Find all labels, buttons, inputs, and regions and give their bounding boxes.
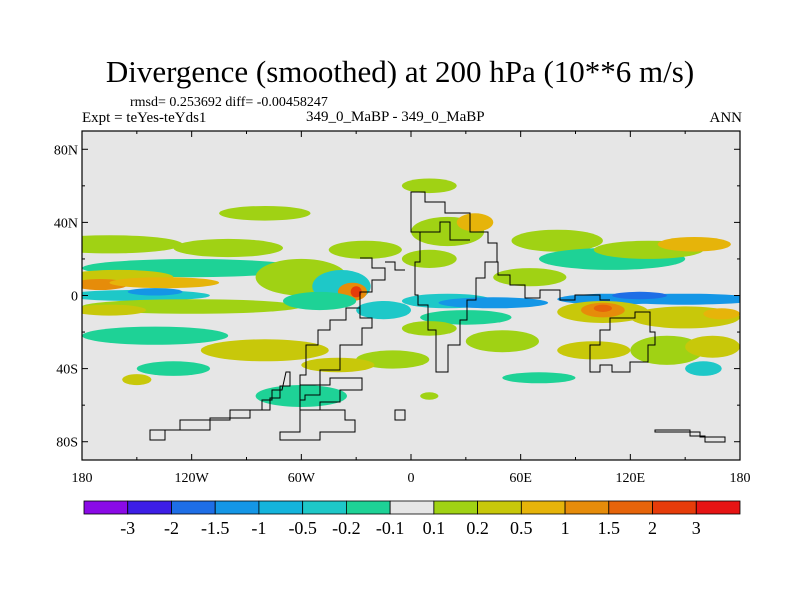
contour-blob-38 (657, 237, 731, 252)
colorbar-label-0: -3 (120, 518, 135, 538)
contour-blob-18 (283, 291, 357, 311)
y-tick-label-1: 40N (54, 216, 78, 231)
colorbar-swatch-5 (302, 500, 347, 515)
colorbar: -3 -2 -1.5 -1 -0.5 -0.2 -0.1 0.1 0.2 0.5 1 1.5 2 3 (83, 500, 741, 538)
x-tick-label-3: 0 (408, 471, 415, 486)
colorbar-label-6: -0.1 (376, 518, 405, 538)
contour-blob-0 (82, 235, 183, 254)
contour-blob-17 (328, 240, 402, 259)
colorbar-swatch-2 (171, 500, 216, 515)
contour-blob-23 (122, 374, 152, 386)
colorbar-label-4: -0.5 (288, 518, 317, 538)
contour-blob-21 (301, 357, 375, 373)
coastlines (149, 191, 726, 443)
expt-label: Expt = teYes-teYds1 (82, 110, 207, 126)
contour-blob-41 (612, 291, 667, 300)
contour-blob-46 (703, 308, 740, 320)
colorbar-label-2: -1.5 (201, 518, 230, 538)
colorbar-swatch-4 (258, 500, 304, 515)
colorbar-swatch-8 (433, 500, 478, 515)
x-tick-label-0: 180 (72, 471, 93, 486)
colorbar-swatch-6 (345, 500, 391, 515)
colorbar-label-3: -1 (251, 518, 266, 538)
contour-blob-19 (356, 301, 411, 320)
coastline-antarctica-4 (394, 409, 406, 421)
chart-title: Divergence (smoothed) at 200 hPa (10**6 … (105, 54, 695, 89)
contour-blob-1 (173, 238, 283, 258)
contour-blob-22 (136, 361, 210, 376)
contour-blob-24 (255, 385, 347, 407)
contour-blob-6 (109, 277, 220, 289)
contour-blob-44 (593, 304, 613, 312)
contour-blob-32 (465, 330, 539, 353)
coastline-south-america (299, 307, 373, 401)
contour-blob-20 (356, 350, 430, 369)
colorbar-swatch-11 (564, 500, 610, 515)
field-contours (82, 178, 740, 407)
colorbar-swatch-14 (695, 500, 741, 515)
contour-blob-16 (350, 286, 362, 298)
season-label: ANN (709, 110, 743, 126)
contour-blob-30 (438, 297, 549, 309)
stats-label: rmsd= 0.253692 diff= -0.00458247 (130, 95, 328, 110)
contour-blob-2 (219, 206, 311, 221)
colorbar-label-5: -0.2 (332, 518, 361, 538)
x-tick-label-1: 120W (175, 471, 210, 486)
contour-blob-12 (200, 339, 329, 362)
colorbar-swatch-12 (608, 500, 653, 515)
colorbar-swatch-9 (477, 500, 522, 515)
contour-blob-28 (401, 249, 457, 268)
colorbar-label-12: 2 (648, 518, 657, 538)
colorbar-swatch-1 (127, 500, 172, 515)
case-label: 349_0_MaBP - 349_0_MaBP (306, 109, 485, 125)
contour-blob-48 (685, 335, 740, 358)
colorbar-label-1: -2 (164, 518, 179, 538)
contour-blob-11 (82, 326, 229, 345)
y-tick-label-0: 80N (54, 143, 78, 158)
colorbar-label-9: 0.5 (510, 518, 533, 538)
contour-blob-52 (420, 392, 439, 400)
x-tick-label-6: 180 (730, 471, 751, 486)
colorbar-label-8: 0.2 (466, 518, 489, 538)
x-tick-label-4: 60E (509, 471, 532, 486)
coastline-antarctica (149, 371, 291, 441)
y-tick-label-4: 80S (56, 436, 78, 451)
x-tick-label-5: 120E (616, 471, 646, 486)
contour-blob-34 (511, 229, 603, 252)
coastline-asia (488, 261, 610, 301)
coastline-antarctica-5 (654, 429, 726, 443)
contour-blob-47 (630, 335, 704, 365)
y-tick-label-2: 0 (71, 290, 78, 305)
colorbar-swatch-0 (83, 500, 129, 515)
contour-blob-8 (127, 288, 183, 296)
colorbar-swatch-10 (520, 500, 566, 515)
colorbar-label-10: 1 (561, 518, 570, 538)
colorbar-label-13: 3 (692, 518, 701, 538)
contour-blob-33 (401, 321, 457, 336)
coastline-africa (410, 191, 498, 373)
coastline-europe (420, 221, 470, 241)
colorbar-swatch-7 (389, 500, 435, 515)
contour-blob-25 (401, 178, 457, 194)
colorbar-swatch-3 (214, 500, 260, 515)
colorbar-swatch-13 (652, 500, 697, 515)
y-tick-label-3: 40S (56, 363, 78, 378)
coastline-central-america (359, 257, 405, 308)
contour-blob-10 (82, 304, 146, 316)
contour-blob-49 (685, 361, 722, 376)
contour-blob-51 (502, 372, 576, 384)
x-tick-label-2: 60W (288, 471, 316, 486)
colorbar-label-11: 1.5 (598, 518, 621, 538)
coastline-antarctica-3 (279, 409, 356, 441)
contour-blob-50 (557, 341, 631, 360)
contour-blob-35 (493, 268, 567, 287)
contour-blob-31 (420, 310, 512, 325)
axis-ticks: 180 120W 60W 0 60E 120E 180 80N 40N 0 40S 80S (54, 131, 751, 486)
colorbar-label-7: 0.1 (423, 518, 446, 538)
coastline-australia (589, 311, 656, 373)
contour-blob-27 (456, 213, 494, 232)
